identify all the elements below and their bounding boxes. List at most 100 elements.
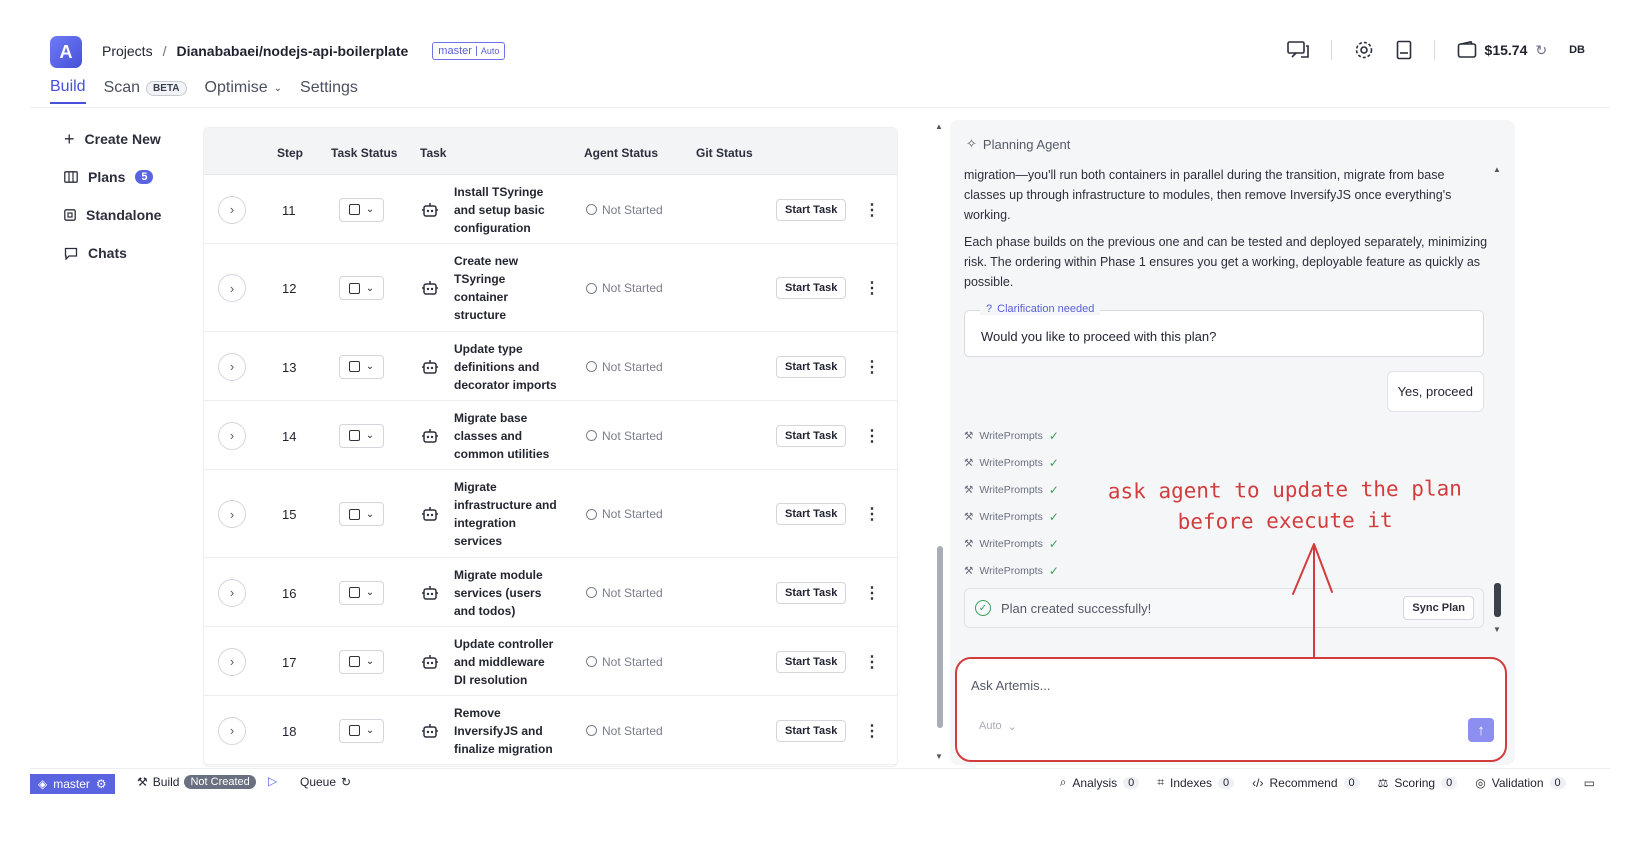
scrollbar-thumb[interactable] <box>937 546 943 728</box>
avatar[interactable]: DB <box>1569 44 1585 56</box>
footer-metric-analysis[interactable]: ⌕ Analysis 0 <box>1060 775 1140 790</box>
more-options-icon[interactable]: ⋮ <box>864 201 880 219</box>
chat-input[interactable]: Ask Artemis... <box>971 678 1051 693</box>
start-task-button[interactable]: Start Task <box>776 719 847 742</box>
task-title-line: Create new <box>454 254 519 268</box>
task-status-select[interactable]: ⌄ <box>339 276 384 300</box>
chat-bubble-icon[interactable]: ▭ <box>1583 775 1595 790</box>
more-options-icon[interactable]: ⋮ <box>864 358 880 376</box>
checkbox-icon <box>348 508 360 520</box>
more-options-icon[interactable]: ⋮ <box>864 427 880 445</box>
sidebar-item-label: Create New <box>84 131 161 147</box>
footer-metric-recommend[interactable]: ‹/› Recommend 0 <box>1252 776 1360 790</box>
task-title[interactable]: Remove InversifyJS and finalize migration <box>454 704 564 758</box>
footer-build[interactable]: ⚒ Build Not Created <box>137 775 256 789</box>
expand-row-button[interactable]: › <box>218 195 246 224</box>
start-task-button[interactable]: Start Task <box>776 503 847 525</box>
breadcrumb-repo[interactable]: Dianababaei/nodejs-api-boilerplate <box>176 43 409 59</box>
chat-composer[interactable]: Ask Artemis... Auto ⌄ ↑ <box>957 658 1505 760</box>
more-options-icon[interactable]: ⋮ <box>864 722 880 740</box>
annotation-text: ask agent to update the plan before exec… <box>1075 473 1496 539</box>
branch-selector[interactable]: master Auto <box>432 42 506 60</box>
task-status-select[interactable]: ⌄ <box>339 718 384 743</box>
chat-scrollbar[interactable]: ▲ ▼ <box>1492 165 1502 635</box>
task-title[interactable]: Migrate module services (users and todos) <box>454 566 564 620</box>
task-title[interactable]: Create new TSyringe container structure <box>454 252 564 324</box>
refresh-icon[interactable]: ↻ <box>1535 41 1548 58</box>
more-options-icon[interactable]: ⋮ <box>864 506 880 523</box>
start-task-button[interactable]: Start Task <box>776 424 847 447</box>
feedback-icon[interactable] <box>1286 40 1309 60</box>
task-status-select[interactable]: ⌄ <box>339 423 384 448</box>
start-task-button[interactable]: Start Task <box>776 277 847 299</box>
task-status-select[interactable]: ⌄ <box>339 197 384 222</box>
scroll-up-arrow-icon[interactable]: ▲ <box>1493 165 1501 174</box>
task-title[interactable]: Migrate base classes and common utilities <box>454 409 564 463</box>
agent-title: Planning Agent <box>982 136 1071 152</box>
sidebar-item-plans[interactable]: Plans 5 <box>30 158 200 196</box>
breadcrumb-projects[interactable]: Projects <box>102 43 153 59</box>
expand-row-button[interactable]: › <box>218 578 246 607</box>
task-title[interactable]: Install TSyringe and setup basic configura… <box>454 183 564 237</box>
tool-call-item: ⚒ WritePrompts ✓ <box>964 503 1059 530</box>
task-title[interactable]: Update type definitions and decorator impo… <box>454 340 564 394</box>
mode-selector[interactable]: Auto ⌄ <box>979 720 1017 733</box>
scrollbar-thumb[interactable] <box>1494 583 1501 617</box>
check-icon: ✓ <box>1048 563 1059 578</box>
tab-build-label: Build <box>50 78 86 95</box>
task-status-select[interactable]: ⌄ <box>339 580 384 605</box>
send-button[interactable]: ↑ <box>1468 718 1494 742</box>
tab-optimise[interactable]: Optimise ⌄ <box>205 78 283 104</box>
agent-status: Not Started <box>586 429 663 443</box>
footer-branch-button[interactable]: ◈ master ⚙ <box>30 774 115 794</box>
tab-scan[interactable]: Scan BETA <box>104 78 187 104</box>
more-options-icon[interactable]: ⋮ <box>864 653 880 671</box>
footer-metric-validation[interactable]: ◎ Validation 0 <box>1475 776 1566 790</box>
footer-metric-scoring[interactable]: ⚖ Scoring 0 <box>1378 776 1458 790</box>
tool-icon: ⚒ <box>964 564 974 577</box>
tool-call-item: ⚒ WritePrompts ✓ <box>964 449 1059 476</box>
expand-row-button[interactable]: › <box>218 274 246 302</box>
task-title-line: infrastructure and <box>454 498 557 512</box>
start-task-button[interactable]: Start Task <box>776 355 847 378</box>
scroll-down-arrow-icon[interactable]: ▼ <box>1493 625 1501 634</box>
expand-row-button[interactable]: › <box>218 500 246 528</box>
app-logo[interactable]: A <box>50 36 82 68</box>
tab-settings[interactable]: Settings <box>300 78 358 104</box>
expand-row-button[interactable]: › <box>218 421 246 450</box>
table-body: › 11 ⌄ Install TSyringe and setup basic confi… <box>204 175 897 765</box>
start-task-button[interactable]: Start Task <box>776 198 847 221</box>
gear-icon[interactable] <box>1354 40 1374 60</box>
scroll-down-arrow-icon[interactable]: ▼ <box>935 752 943 761</box>
status-circle-icon <box>586 282 597 294</box>
expand-row-button[interactable]: › <box>218 647 246 676</box>
task-status-select[interactable]: ⌄ <box>339 649 384 674</box>
sidebar-item-chats[interactable]: Chats <box>30 234 200 272</box>
start-task-button[interactable]: Start Task <box>776 650 847 673</box>
task-status-select[interactable]: ⌄ <box>339 502 384 526</box>
task-status-select[interactable]: ⌄ <box>339 354 384 379</box>
chevron-right-icon: › <box>229 202 235 217</box>
start-task-button[interactable]: Start Task <box>776 581 847 604</box>
app-window: A Projects / Dianababaei/nodejs-api-boil… <box>30 30 1610 830</box>
plus-icon: + <box>64 128 75 149</box>
footer-metric-indexes[interactable]: ⌗ Indexes 0 <box>1157 775 1235 790</box>
metric-count: 0 <box>1218 776 1235 789</box>
expand-row-button[interactable]: › <box>218 716 246 745</box>
table-row: › 14 ⌄ Migrate base classes and common utilit… <box>204 401 897 470</box>
sidebar-item-standalone[interactable]: Standalone <box>30 196 200 234</box>
tab-build[interactable]: Build <box>50 78 86 104</box>
task-title[interactable]: Migrate infrastructure and integration serv… <box>454 478 564 550</box>
agent-status: Not Started <box>586 360 663 374</box>
scroll-up-arrow-icon[interactable]: ▲ <box>935 122 943 131</box>
more-options-icon[interactable]: ⋮ <box>864 280 880 297</box>
sidebar-item-create-new[interactable]: + Create New <box>30 120 200 158</box>
expand-row-button[interactable]: › <box>218 352 246 381</box>
sync-plan-button[interactable]: Sync Plan <box>1403 596 1474 620</box>
more-options-icon[interactable]: ⋮ <box>864 584 880 602</box>
task-title[interactable]: Update controller and middleware DI resolu… <box>454 635 564 689</box>
document-icon[interactable] <box>1396 40 1412 60</box>
play-icon[interactable]: ▷ <box>268 774 278 788</box>
table-scrollbar[interactable]: ▲ ▼ <box>935 122 945 762</box>
footer-queue[interactable]: Queue ↻ <box>300 775 351 789</box>
